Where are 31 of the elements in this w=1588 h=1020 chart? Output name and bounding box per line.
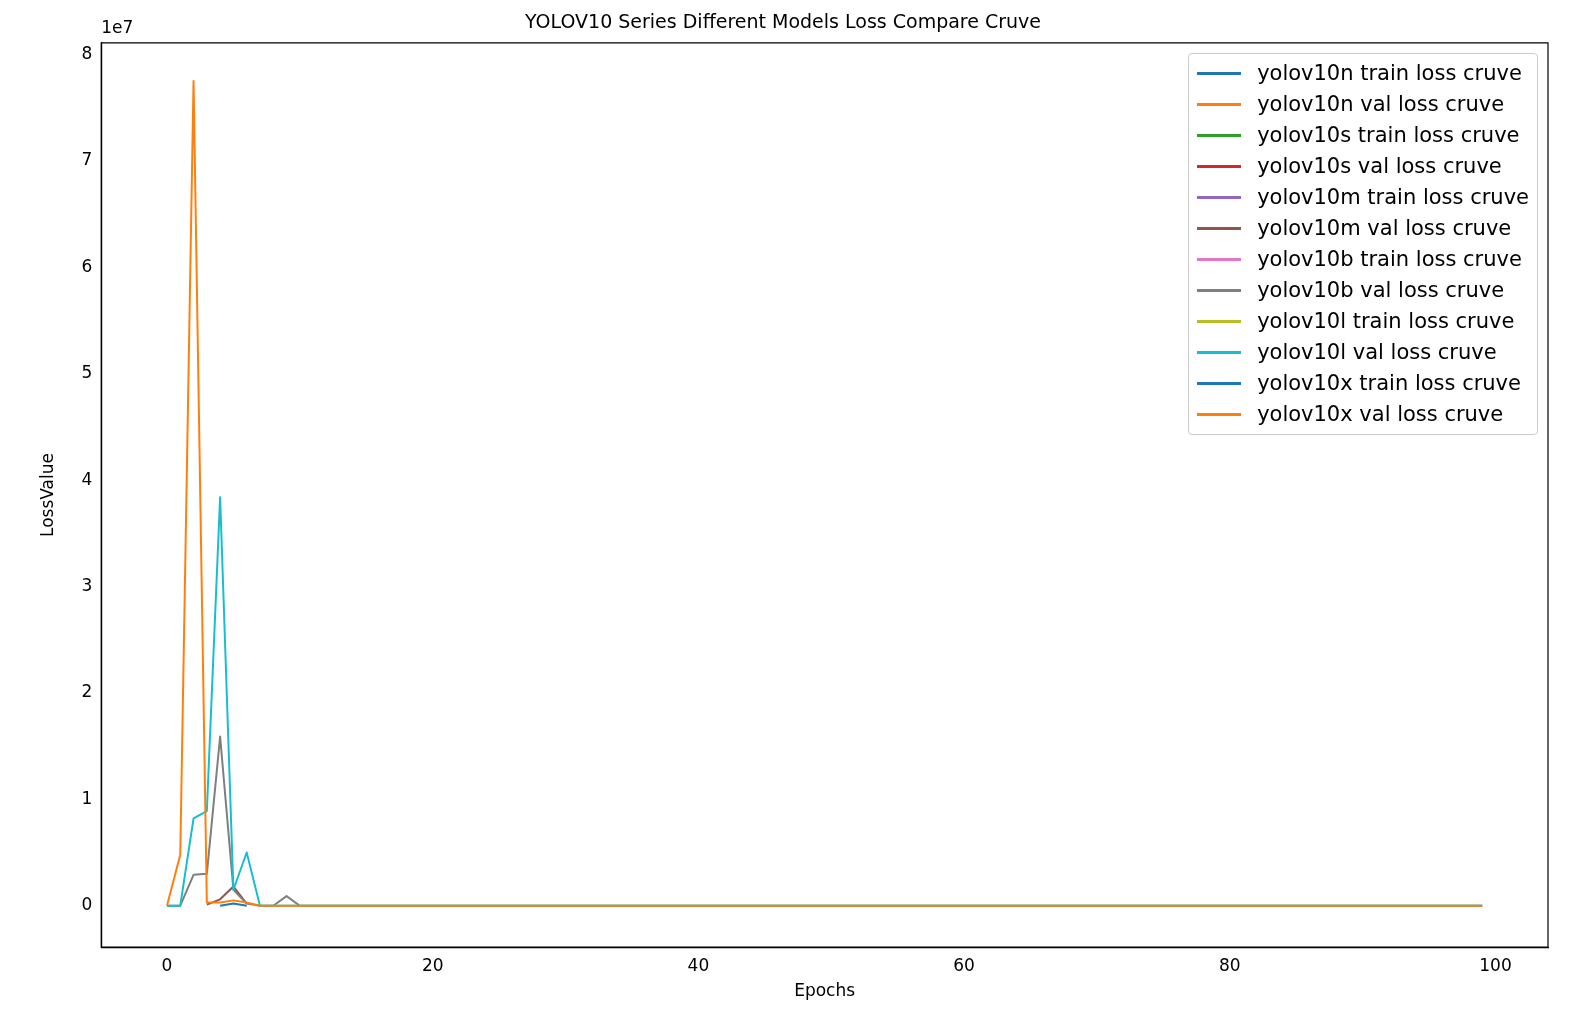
y-tick-label: 4 [81,468,93,489]
legend-label: yolov10s train loss cruve [1257,121,1520,149]
text: 1e7 [101,16,134,37]
x-tick-label: 60 [953,954,975,975]
legend-label: yolov10l val loss cruve [1257,338,1497,366]
legend-label: yolov10x val loss cruve [1257,400,1504,428]
chart-title: YOLOV10 Series Different Models Loss Compare Cruve [523,10,1042,33]
y-tick-label: 7 [81,149,93,170]
y-tick-label: 6 [81,255,93,276]
legend-label: yolov10m train loss cruve [1257,183,1529,211]
legend-label: yolov10m val loss cruve [1257,214,1512,242]
x-tick-label: 0 [161,954,173,975]
y-tick-label: 1 [81,787,93,808]
x-tick-label: 20 [421,954,444,975]
legend-label: yolov10n val loss cruve [1257,90,1505,118]
legend-label: yolov10n train loss cruve [1257,59,1522,87]
x-tick-label: 40 [687,954,710,975]
legend-label: yolov10l train loss cruve [1257,307,1515,335]
y-tick-label: 2 [81,681,93,702]
y-tick-label: 0 [81,894,93,915]
legend-label: yolov10b train loss cruve [1257,245,1522,273]
x-tick-label: 80 [1218,954,1241,975]
y-axis-title: LossValue [36,453,57,537]
legend-label: yolov10b val loss cruve [1257,276,1505,304]
x-axis-title: Epochs [794,980,856,1001]
y-tick-label: 5 [81,362,93,383]
legend-label: yolov10x train loss cruve [1257,369,1521,397]
x-tick-label: 100 [1479,954,1512,975]
legend-label: yolov10s val loss cruve [1257,152,1502,180]
y-tick-label: 8 [81,42,93,63]
y-tick-label: 3 [81,574,93,595]
